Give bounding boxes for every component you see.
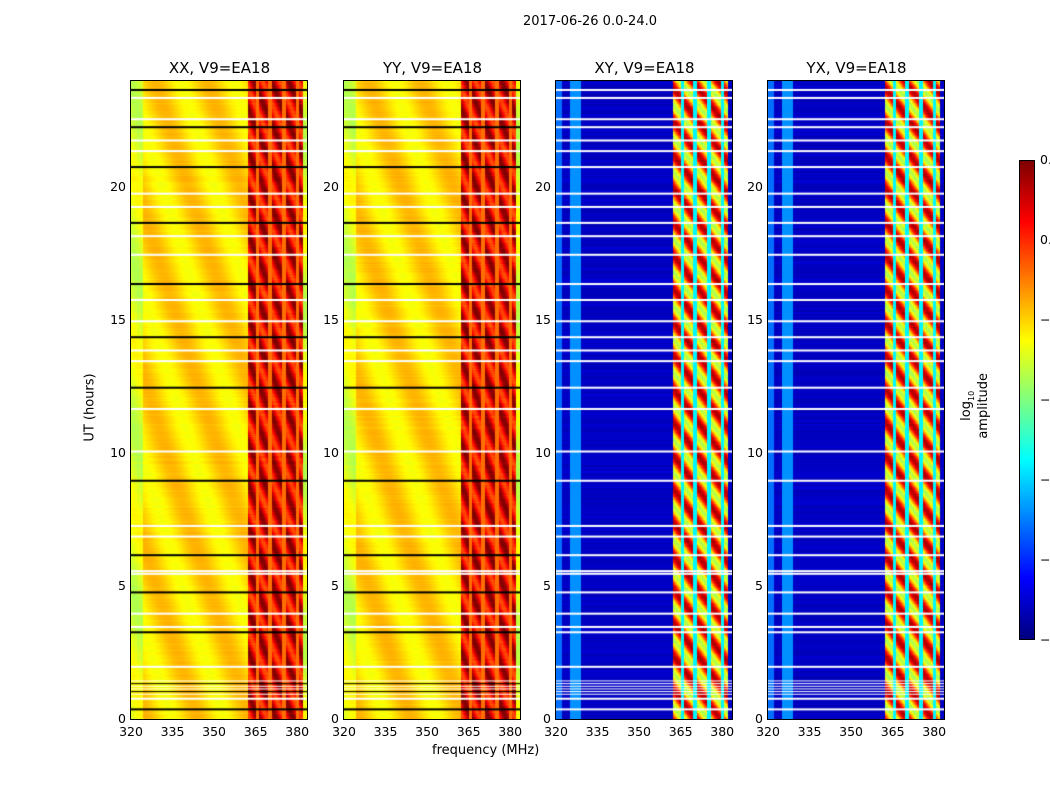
x-tick-label: 350	[202, 724, 227, 739]
y-tick-label: 10	[535, 445, 551, 460]
x-tick-label: 365	[243, 724, 268, 739]
x-tick-label: 320	[119, 724, 143, 739]
heatmap-yx-canvas	[768, 81, 944, 719]
panel-title-xx: XX, V9=EA18	[168, 59, 271, 77]
y-tick-label: 0	[331, 711, 339, 726]
x-tick-label: 350	[839, 724, 864, 739]
colorbar	[1019, 160, 1035, 640]
panel-title-yx: YX, V9=EA18	[806, 59, 907, 77]
heatmap-xy-canvas	[556, 81, 732, 719]
colorbar-label-log: log	[959, 400, 975, 421]
figure-title: 2017-06-26 0.0-24.0	[523, 14, 657, 29]
y-tick-label: 5	[755, 578, 763, 593]
panel-title-xy: XY, V9=EA18	[594, 59, 695, 77]
x-tick-label: 320	[332, 724, 356, 739]
y-tick-label: 5	[331, 578, 339, 593]
y-tick-label: 5	[543, 578, 551, 593]
colorbar-label: log10 amplitude	[959, 361, 991, 451]
x-tick-label: 350	[627, 724, 652, 739]
colorbar-tick-label: −1.0	[1040, 392, 1050, 407]
heatmap-yx	[767, 80, 945, 720]
heatmap-xy	[555, 80, 733, 720]
heatmap-xx	[130, 80, 308, 720]
colorbar-label-suffix: amplitude	[975, 372, 991, 439]
y-tick-label: 0	[755, 711, 763, 726]
y-tick-label: 20	[110, 179, 126, 194]
y-axis-label: UT (hours)	[82, 373, 98, 442]
x-tick-label: 350	[415, 724, 440, 739]
x-axis-label: frequency (MHz)	[432, 743, 540, 758]
y-tick-label: 20	[747, 179, 763, 194]
x-tick-label: 365	[880, 724, 905, 739]
x-tick-label: 380	[922, 724, 947, 739]
colorbar-gradient	[1020, 161, 1034, 639]
y-tick-label: 20	[535, 179, 551, 194]
y-tick-label: 10	[110, 445, 126, 460]
y-tick-label: 10	[323, 445, 339, 460]
colorbar-tick-label: −2.5	[1040, 632, 1050, 647]
colorbar-tick-label: −2.0	[1040, 552, 1050, 567]
x-tick-label: 380	[710, 724, 735, 739]
y-tick-label: 20	[323, 179, 339, 194]
heatmap-yy	[343, 80, 521, 720]
panel-title-yy: YY, V9=EA18	[382, 59, 483, 77]
y-tick-label: 15	[110, 312, 126, 327]
colorbar-tick-label: −1.5	[1040, 472, 1050, 487]
y-tick-label: 15	[747, 312, 763, 327]
y-tick-label: 5	[118, 578, 126, 593]
heatmap-yy-canvas	[344, 81, 520, 719]
colorbar-label-sub: 10	[966, 390, 976, 401]
colorbar-tick-label: 0.5	[1040, 152, 1050, 167]
y-tick-label: 10	[747, 445, 763, 460]
x-tick-label: 335	[160, 724, 185, 739]
y-tick-label: 0	[543, 711, 551, 726]
colorbar-tick-label: −0.5	[1040, 312, 1050, 327]
x-tick-label: 365	[668, 724, 693, 739]
x-tick-label: 335	[797, 724, 822, 739]
heatmap-xx-canvas	[131, 81, 307, 719]
x-tick-label: 335	[585, 724, 610, 739]
x-tick-label: 365	[456, 724, 481, 739]
x-tick-label: 335	[373, 724, 398, 739]
x-tick-label: 380	[498, 724, 523, 739]
x-tick-label: 320	[544, 724, 568, 739]
y-tick-label: 15	[323, 312, 339, 327]
colorbar-tick-label: 0.0	[1040, 232, 1050, 247]
x-tick-label: 320	[756, 724, 780, 739]
x-tick-label: 380	[285, 724, 310, 739]
y-tick-label: 0	[118, 711, 126, 726]
y-tick-label: 15	[535, 312, 551, 327]
